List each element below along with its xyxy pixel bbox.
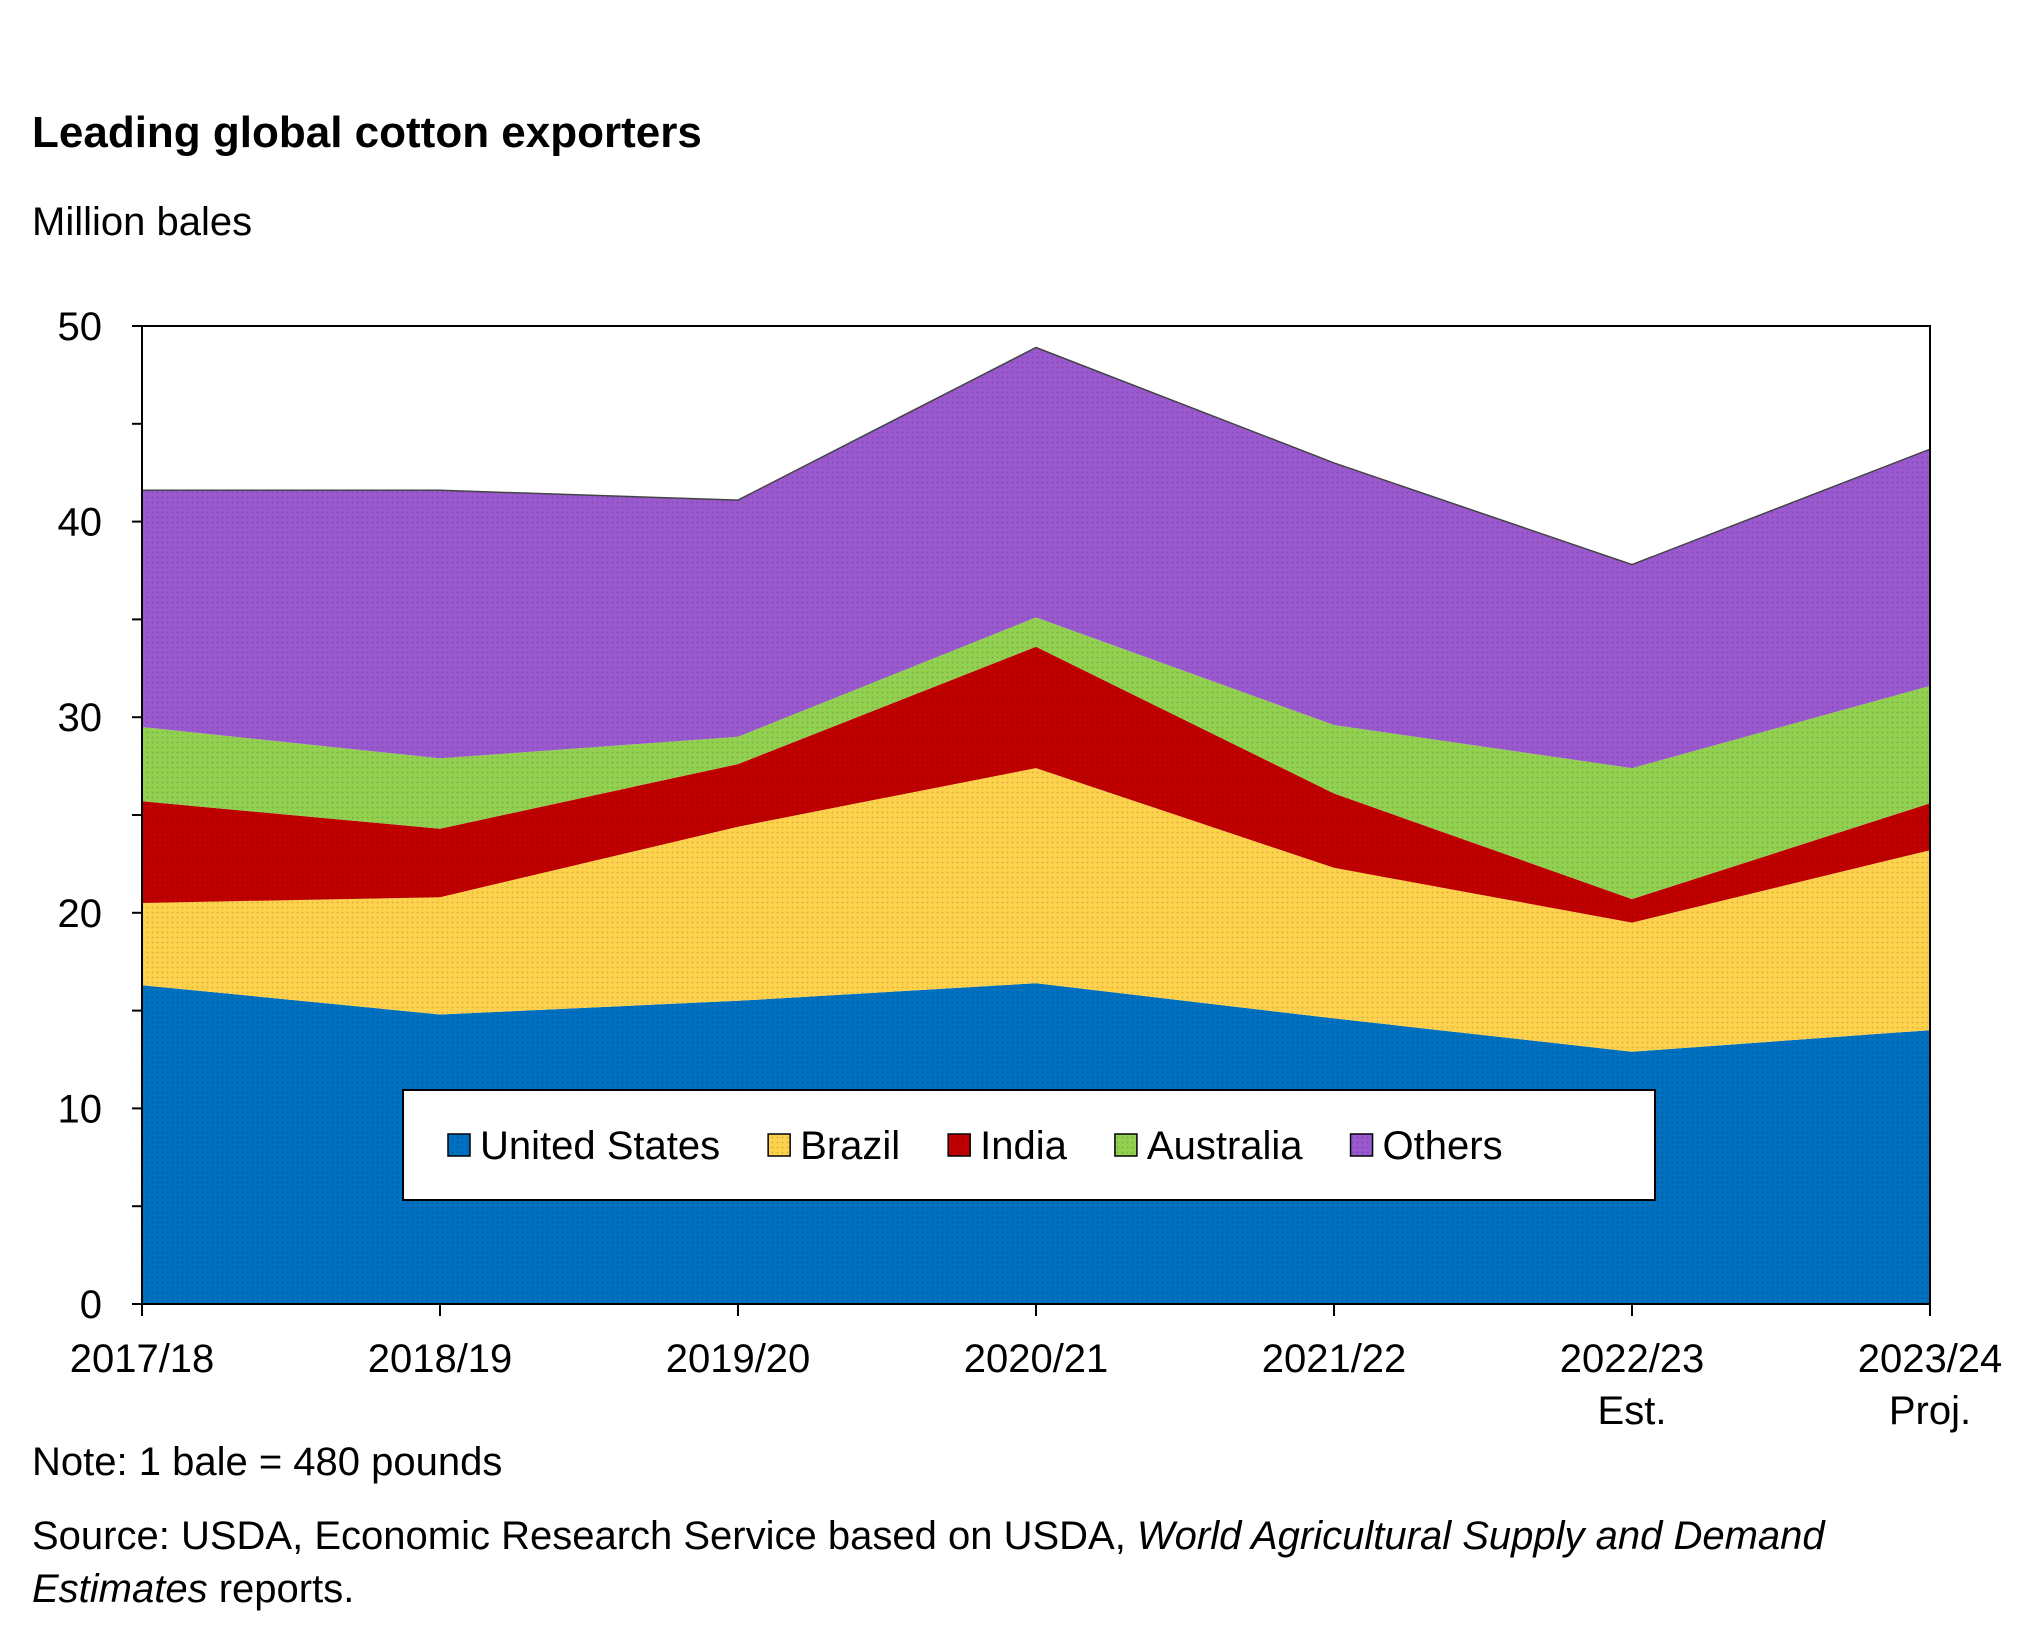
x-tick-label: 2021/22 — [1262, 1337, 1407, 1381]
total-outline — [142, 346, 1931, 566]
source-suffix: reports. — [207, 1567, 355, 1611]
y-tick-label: 40 — [58, 501, 103, 545]
y-tick-label: 20 — [58, 892, 103, 936]
legend-label: Others — [1383, 1124, 1503, 1168]
x-tick-label: 2018/19 — [368, 1337, 513, 1381]
area-texture-others — [142, 347, 1930, 769]
x-tick-sublabel: Est. — [1598, 1389, 1667, 1433]
source-report-title: World Agricultural Supply and Demand Est… — [32, 1514, 1825, 1611]
legend-item-brazil: Brazil — [767, 1124, 900, 1168]
legend-label: Australia — [1147, 1124, 1303, 1168]
x-tick-label: 2020/21 — [964, 1337, 1109, 1381]
legend-swatch-texture — [1114, 1134, 1137, 1156]
x-tick-sublabel: Proj. — [1889, 1389, 1971, 1433]
legend-label: Brazil — [800, 1124, 900, 1168]
legend-box — [402, 1089, 1656, 1201]
chart-title: Leading global cotton exporters — [32, 108, 702, 157]
source-text: Source: USDA, Economic Research Service … — [32, 1510, 1992, 1616]
y-tick-label: 10 — [58, 1087, 103, 1131]
y-tick-label: 0 — [80, 1283, 102, 1327]
area-texture-brazil — [142, 768, 1930, 1052]
legend: United States Brazil India Australia Others — [402, 1089, 1656, 1201]
y-tick-label: 30 — [58, 696, 103, 740]
x-tick-label: 2022/23 — [1560, 1337, 1705, 1381]
area-texture-australia — [142, 617, 1930, 900]
axes: 0 10 20 30 40 50 2017/18 2018/19 2019/20 2020/21 2… — [58, 305, 2003, 1433]
legend-swatch-texture — [1350, 1134, 1373, 1156]
legend-item-india: India — [947, 1124, 1068, 1168]
legend-item-australia: Australia — [1114, 1124, 1303, 1168]
x-tick-label: 2017/18 — [70, 1337, 215, 1381]
legend-label: India — [980, 1124, 1067, 1168]
legend-item-others: Others — [1349, 1124, 1503, 1168]
note-text: Note: 1 bale = 480 pounds — [32, 1440, 503, 1484]
y-tick-label: 50 — [58, 305, 103, 349]
y-axis-label: Million bales — [32, 200, 253, 244]
legend-item-united-states: United States — [447, 1124, 720, 1168]
legend-label: United States — [480, 1124, 720, 1168]
legend-swatch-texture — [948, 1134, 971, 1156]
source-prefix: Source: USDA, Economic Research Service … — [32, 1514, 1137, 1558]
area-brazil — [142, 768, 1930, 1052]
area-texture-india — [142, 646, 1930, 923]
x-tick-label: 2019/20 — [666, 1337, 811, 1381]
area-india — [142, 646, 1930, 923]
area-layers — [142, 346, 1931, 1304]
legend-swatch-texture — [768, 1134, 791, 1156]
legend-swatch-texture — [448, 1134, 470, 1156]
area-others — [142, 347, 1930, 769]
area-australia — [142, 617, 1930, 900]
x-tick-label: 2023/24 — [1858, 1337, 2003, 1381]
